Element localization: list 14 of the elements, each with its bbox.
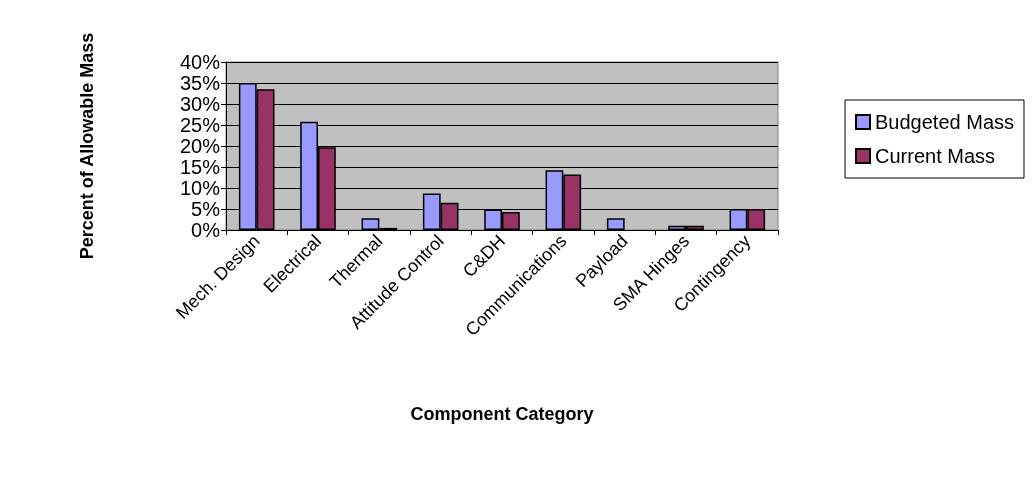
bar [606,218,625,230]
y-tick-label: 35% [179,72,221,94]
y-tick-label: 40% [179,51,221,73]
x-axis-title: Component Category [410,404,594,424]
y-tick-label: 25% [179,114,221,136]
y-tick-label: 30% [179,93,221,115]
y-tick-label: 5% [191,198,221,220]
y-tick-label: 0% [191,219,221,241]
legend-label: Budgeted Mass [875,111,1015,133]
y-axis-title: Percent of Allowable Mass [77,32,97,260]
y-tick-label: 15% [179,156,221,178]
y-tick-label: 20% [179,135,221,157]
y-tick-label: 10% [179,177,221,199]
legend-label: Current Mass [875,145,996,167]
